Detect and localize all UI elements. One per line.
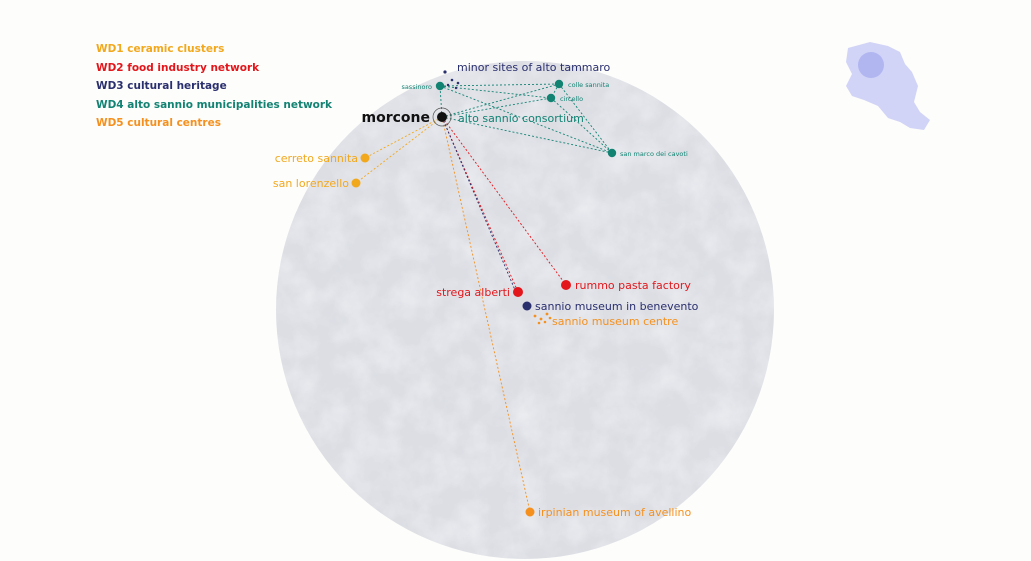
region-locator-map <box>846 42 930 130</box>
label-san-lorenzello: san lorenzello <box>273 177 349 190</box>
node-sassinoro[interactable] <box>435 81 445 91</box>
link-morcone-sanmarco <box>441 116 613 154</box>
link-circello-sanmarco <box>550 97 613 154</box>
link-colle-sanmarco <box>558 83 613 154</box>
node-strega[interactable] <box>513 287 523 297</box>
link-morcone-circello <box>441 97 552 118</box>
legend: WD1 ceramic clusters WD2 food industry n… <box>96 40 332 133</box>
link-sassinoro-circello <box>439 85 552 99</box>
label-sannio-centre: sannio museum centre <box>552 315 678 328</box>
label-alto-sannio: alto sannio consortium <box>458 112 584 125</box>
hub-morcone[interactable] <box>432 107 452 127</box>
node-colle-sannita[interactable] <box>554 79 564 89</box>
label-sassinoro: sassinoro <box>401 83 432 91</box>
label-sannio-museum: sannio museum in benevento <box>535 300 699 313</box>
legend-item-wd2: WD2 food industry network <box>96 61 260 74</box>
link-sassinoro-sanmarco <box>439 85 613 154</box>
sannio-centre-cluster <box>533 312 552 325</box>
node-irpinian[interactable] <box>525 507 535 517</box>
label-san-marco: san marco dei cavoti <box>620 150 688 158</box>
legend-item-wd4: WD4 alto sannio municipalities network <box>96 98 333 111</box>
link-morcone-sassinoro <box>439 85 443 118</box>
label-rummo: rummo pasta factory <box>575 279 691 292</box>
label-cerreto: cerreto sannita <box>275 152 358 165</box>
legend-item-wd1: WD1 ceramic clusters <box>96 43 225 55</box>
legend-item-wd3: WD3 cultural heritage <box>96 80 227 93</box>
label-colle-sannita: colle sannita <box>568 81 609 89</box>
label-morcone: morcone <box>362 110 431 126</box>
node-sannio-museum[interactable] <box>522 301 532 311</box>
node-san-lorenzello[interactable] <box>351 178 361 188</box>
link-morcone-cerreto <box>364 116 443 159</box>
label-minor-sites: minor sites of alto tammaro <box>457 61 611 74</box>
node-circello[interactable] <box>546 93 556 103</box>
node-san-marco[interactable] <box>607 148 617 158</box>
label-irpinian: irpinian museum of avellino <box>538 506 691 519</box>
label-circello: circello <box>560 95 583 103</box>
legend-item-wd5: WD5 cultural centres <box>96 117 221 130</box>
node-cerreto[interactable] <box>360 153 370 163</box>
minor-sites-cluster <box>443 70 460 90</box>
link-morcone-sannio-museum <box>441 116 516 291</box>
link-morcone-colle <box>441 83 560 118</box>
link-morcone-irpinian <box>441 116 531 513</box>
link-morcone-rummo <box>441 116 567 286</box>
label-strega: strega alberti <box>436 286 510 299</box>
node-rummo[interactable] <box>561 280 571 290</box>
